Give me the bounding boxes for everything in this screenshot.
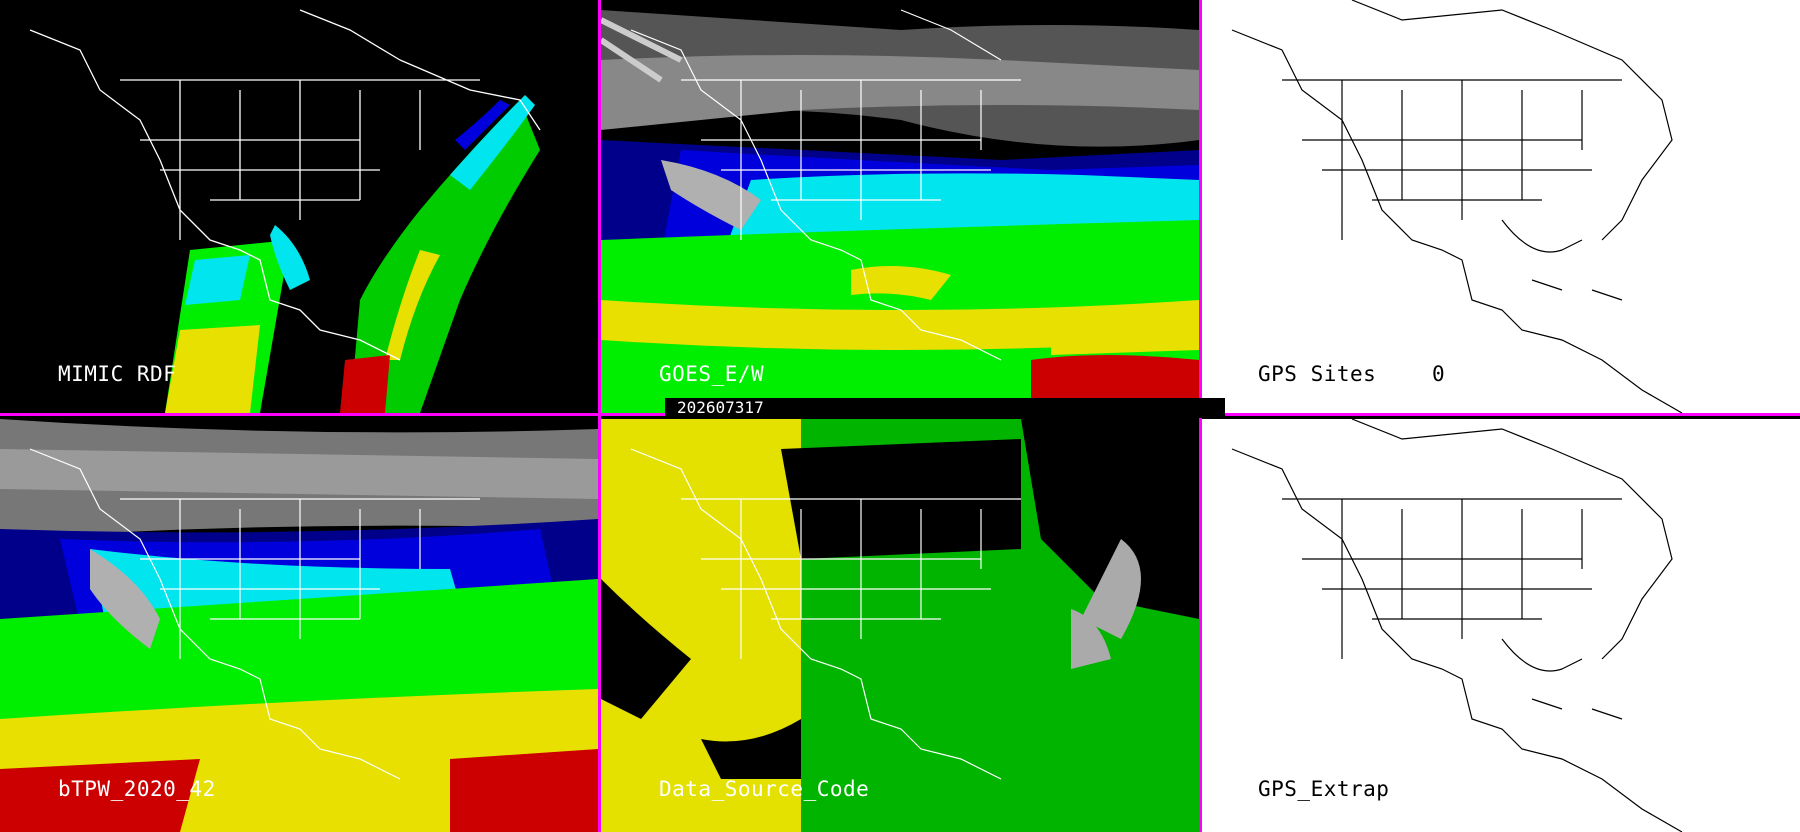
panel-label-gps-extrap: GPS_Extrap bbox=[1258, 777, 1390, 801]
data-source-map bbox=[601, 419, 1199, 832]
panel-mimic-rdf[interactable]: MIMIC RDF bbox=[0, 0, 598, 413]
panel-gps-extrap[interactable]: GPS_Extrap bbox=[1202, 419, 1800, 832]
panel-gps-sites[interactable]: GPS Sites 0 bbox=[1202, 0, 1800, 413]
gps-sites-map bbox=[1231, 0, 1683, 413]
btpw-map bbox=[0, 419, 598, 832]
mimic-map bbox=[29, 9, 541, 413]
panel-label-goes: GOES_E/W bbox=[659, 362, 765, 386]
panel-label-mimic: MIMIC RDF bbox=[58, 362, 177, 386]
panel-data-source[interactable]: Data_Source_Code bbox=[601, 419, 1199, 832]
gps-extrap-map bbox=[1231, 419, 1683, 832]
panel-label-gps-sites: GPS Sites bbox=[1258, 362, 1377, 386]
panel-btpw[interactable]: bTPW_2020_42 bbox=[0, 419, 598, 832]
panel-label-data-source: Data_Source_Code bbox=[659, 777, 870, 801]
panel-goes[interactable]: GOES_E/W bbox=[601, 0, 1199, 413]
panel-label-btpw: bTPW_2020_42 bbox=[58, 777, 216, 801]
gps-site-count: 0 bbox=[1432, 362, 1446, 386]
divider-vertical-left bbox=[598, 0, 601, 832]
timestamp-bar: 202607317 bbox=[665, 398, 1225, 418]
goes-map bbox=[601, 0, 1199, 413]
